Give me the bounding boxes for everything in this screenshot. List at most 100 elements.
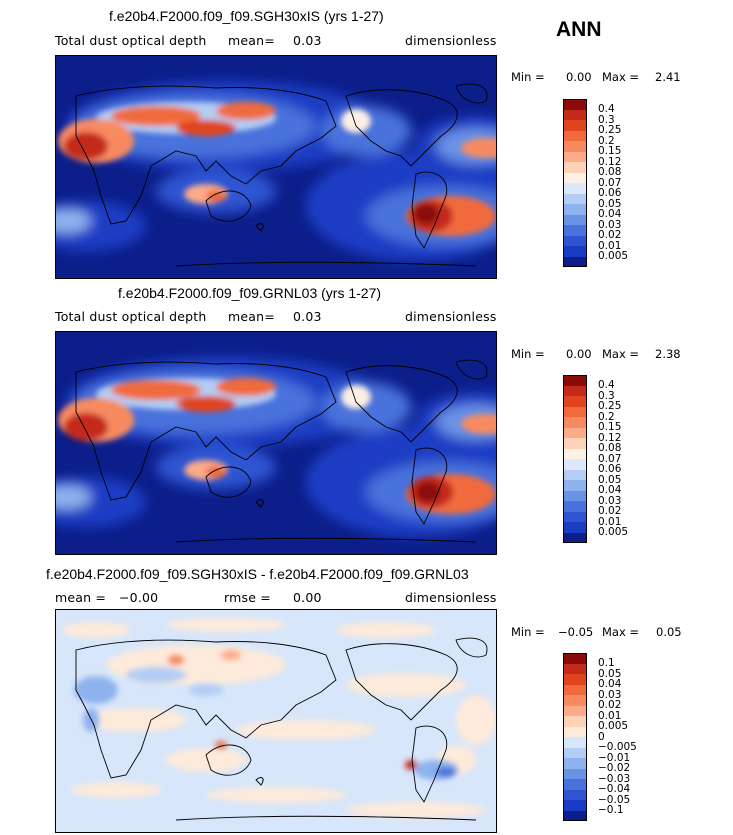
colorbar-label: 0.12 [598,431,622,444]
panel-3-max-label: Max = [602,625,640,639]
colorbar-swatch [563,172,587,183]
colorbar-swatch [563,99,587,110]
colorbar-swatch [563,758,587,769]
colorbar-swatch [563,737,587,748]
colorbar-label: 0.07 [598,452,622,465]
colorbar-swatch [563,109,587,120]
colorbar-label: 0.05 [598,473,622,486]
panel-2-units: dimensionless [405,309,497,324]
colorbar-swatch [563,716,587,727]
panel-2-variable-label: Total dust optical depth [55,309,207,324]
panel-3-mean-label: mean = [55,590,107,605]
panel-3-rmse-value: 0.00 [293,590,322,605]
colorbar-swatch [563,800,587,811]
panel-1-max-value: 2.41 [655,70,681,84]
panel-3-map-field [61,618,496,821]
panel-3-map [55,609,497,833]
colorbar-swatch [563,480,587,491]
colorbar-label: 0.02 [598,699,622,711]
panel-2-max-label: Max = [602,347,640,361]
panel-1-mean-label: mean= [228,33,275,48]
colorbar-swatch [563,225,587,236]
panel-2-mean-label: mean= [228,309,275,324]
colorbar-swatch [563,810,587,821]
colorbar-swatch [563,789,587,800]
colorbar-label: 0.04 [598,484,622,496]
colorbar-label: 0.03 [598,494,622,507]
colorbar-label: 0.05 [598,667,622,680]
panel-1-mean-value: 0.03 [293,33,322,48]
colorbar-label: −0.04 [598,783,631,795]
colorbar-swatch [563,256,587,267]
colorbar-swatch [563,141,587,152]
colorbar-swatch [563,120,587,131]
colorbar-label: 0.4 [598,379,615,391]
season-label: ANN [556,18,602,41]
colorbar-label: 0.3 [598,113,615,126]
panel-3-min-label: Min = [511,625,545,639]
colorbar-label: 0.01 [598,709,622,722]
colorbar-label: −0.03 [598,772,631,785]
panel-3-max-value: 0.05 [656,625,682,639]
colorbar-label: 0.2 [598,410,615,423]
colorbar-swatch [563,193,587,204]
colorbar-swatch [563,375,587,386]
panel-1-coastlines [75,83,488,267]
panel-2-title: f.e20b4.F2000.f09_f09.GRNL03 (yrs 1-27) [118,285,382,301]
colorbar-label: −0.005 [598,741,637,753]
colorbar-swatch [563,246,587,257]
colorbar-swatch [563,438,587,449]
colorbar-label: 0.12 [598,155,622,168]
colorbar-swatch [563,214,587,225]
colorbar-swatch [563,532,587,543]
colorbar-label: 0.2 [598,134,615,147]
colorbar-label: 0.04 [598,678,622,690]
colorbar-swatch [563,469,587,480]
colorbar-swatch [563,695,587,706]
colorbar-swatch [563,417,587,428]
colorbar-swatch [563,490,587,501]
colorbar-label: 0.01 [598,515,622,528]
colorbar-label: 0.01 [598,239,622,252]
panel-2-map [55,331,497,555]
panel-1-title: f.e20b4.F2000.f09_f09.SGH30xIS (yrs 1-27… [109,8,384,24]
panel-3-coastlines [75,637,488,821]
colorbar-label: −0.01 [598,751,631,764]
panel-1-map-field [56,81,496,267]
panel-3-rmse-label: rmse = [224,590,271,605]
colorbar-swatch [563,427,587,438]
colorbar-label: 0.005 [598,720,629,732]
colorbar-swatch [563,705,587,716]
colorbar-label: 0.02 [598,229,622,241]
panel-2-min-value: 0.00 [566,347,592,361]
colorbar-label: 0.15 [598,421,622,433]
panel-2-mean-value: 0.03 [293,309,322,324]
colorbar-swatch [563,204,587,215]
panel-1-map [55,55,497,279]
colorbar-label: 0 [598,730,605,743]
colorbar-swatch [563,448,587,459]
colorbar-swatch [563,130,587,141]
colorbar-swatch [563,779,587,790]
colorbar-label: 0.02 [598,505,622,517]
colorbar-swatch [563,235,587,246]
panel-1-min-label: Min = [511,70,545,84]
colorbar-label: 0.25 [598,400,622,412]
colorbar-label: −0.05 [598,793,631,806]
colorbar-swatch [563,162,587,173]
colorbar-swatch [563,726,587,737]
panel-3-min-value: −0.05 [558,625,594,639]
colorbar-swatch [563,406,587,417]
colorbar-swatch [563,653,587,664]
panel-3-colorbar: 0.1 0.05 0.04 0.03 0.02 0.01 0.005 0 −0.005 −0.01… [563,653,683,825]
panel-1-min-value: 0.00 [566,70,592,84]
panel-1-units: dimensionless [405,33,497,48]
colorbar-swatch [563,501,587,512]
colorbar-label: 0.1 [598,657,615,669]
panel-2-colorbar: 0.4 0.3 0.25 0.2 0.15 0.12 0.08 0.07 0.06 0.05 0.0… [563,375,683,547]
colorbar-swatch [563,511,587,522]
colorbar-label: 0.15 [598,145,622,157]
colorbar-swatch [563,747,587,758]
colorbar-label: −0.1 [598,804,624,816]
colorbar-swatch [563,396,587,407]
